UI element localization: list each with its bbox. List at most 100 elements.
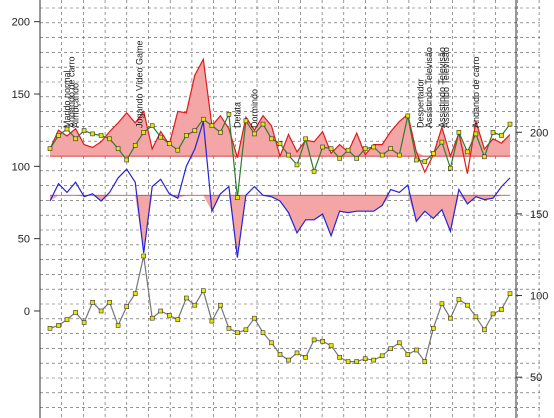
right-axis-ticks: 50 100 150 200	[516, 127, 548, 384]
series-point-gray	[294, 350, 300, 356]
left-axis-ticks: 0 50 100 150 200	[12, 17, 40, 318]
blue-area-fill	[50, 195, 510, 258]
series-point-green	[269, 136, 274, 142]
series-point-gray	[226, 325, 232, 331]
series-point-green	[260, 121, 266, 127]
left-tick-label: 150	[12, 89, 30, 101]
event-label: Andando de carro	[471, 56, 481, 128]
series-point-gray	[396, 340, 402, 346]
series-point-green	[47, 146, 53, 151]
series-point-green	[379, 152, 385, 158]
series-point-gray	[252, 315, 257, 321]
series-point-gray	[98, 308, 104, 314]
series-point-green	[235, 195, 240, 200]
series-point-green	[184, 133, 189, 138]
series-point-gray	[405, 352, 411, 357]
series-point-green	[422, 159, 428, 164]
series-point-gray	[81, 320, 87, 325]
series-point-green	[430, 151, 436, 156]
series-point-gray	[107, 299, 112, 305]
series-point-gray	[507, 291, 513, 296]
series-point-gray	[243, 327, 249, 333]
series-point-gray	[209, 318, 215, 324]
series-point-green	[499, 133, 504, 138]
series-point-gray	[320, 338, 325, 344]
series-point-gray	[260, 330, 266, 336]
series-point-green	[294, 162, 300, 168]
series-point-gray	[175, 317, 181, 322]
series-markers	[47, 112, 513, 364]
series-point-gray	[388, 346, 394, 351]
series-point-green	[413, 157, 419, 163]
right-tick-label: 100	[530, 291, 548, 303]
series-point-gray	[124, 304, 129, 309]
series-point-gray	[141, 253, 146, 259]
series-point-green	[243, 118, 249, 124]
series-point-gray	[192, 302, 198, 308]
series-point-green	[141, 130, 146, 135]
series-point-green	[252, 131, 257, 137]
series-point-green	[201, 116, 206, 122]
series-point-green	[158, 134, 163, 140]
series-point-gray	[115, 323, 121, 328]
event-label: Assistindo Televisão	[424, 47, 434, 128]
series-point-green	[362, 146, 368, 151]
series-point-green	[73, 136, 78, 142]
series-point-green	[311, 169, 317, 174]
right-tick-label: 200	[530, 127, 548, 139]
series-point-gray	[422, 359, 428, 364]
series-point-green	[303, 136, 308, 142]
left-tick-label: 200	[12, 17, 30, 29]
series-point-green	[192, 128, 198, 133]
series-point-gray	[354, 359, 360, 364]
red-area-fill	[50, 59, 510, 157]
series-point-gray	[201, 288, 206, 294]
series-point-gray	[430, 325, 436, 331]
series-point-gray	[362, 356, 368, 362]
series-point-gray	[269, 340, 274, 346]
series-point-green	[132, 143, 138, 148]
series-point-gray	[379, 353, 385, 359]
series-point-green	[405, 113, 411, 119]
series-point-gray	[473, 314, 479, 320]
series-point-green	[388, 146, 394, 151]
series-point-gray	[456, 297, 462, 302]
series-point-green	[277, 141, 283, 146]
series-point-green	[337, 156, 342, 161]
series-point-gray	[490, 311, 496, 317]
left-tick-label: 100	[12, 161, 30, 173]
series-point-green	[98, 133, 104, 138]
series-point-green	[439, 139, 445, 145]
series-point-green	[286, 152, 291, 158]
right-tick-label: 150	[530, 209, 548, 221]
event-label: Dormindo	[249, 89, 259, 128]
series-point-green	[218, 130, 223, 135]
series-point-green	[124, 157, 129, 163]
series-point-green	[81, 128, 87, 133]
series-point-gray	[448, 315, 453, 321]
series-point-green	[56, 133, 61, 138]
series-point-green	[64, 126, 70, 132]
series-point-gray	[218, 302, 223, 308]
event-label: Despertador	[416, 78, 426, 128]
series-point-green	[149, 123, 155, 128]
series-point-green	[448, 165, 453, 171]
series-point-gray	[499, 307, 504, 312]
series-point-gray	[413, 347, 419, 353]
series-point-green	[175, 147, 181, 153]
series-point-green	[345, 147, 351, 153]
series-point-gray	[235, 330, 240, 336]
series-point-green	[226, 112, 232, 117]
event-label: Assistindo Televisão	[437, 47, 447, 128]
series-point-green	[354, 156, 360, 161]
series-point-gray	[328, 343, 334, 349]
grid	[39, 0, 540, 418]
series-point-green	[371, 144, 377, 150]
event-label: Delata	[232, 102, 242, 128]
series-point-gray	[277, 352, 283, 357]
series-point-gray	[465, 302, 470, 308]
threshold-fills	[50, 59, 510, 258]
series-point-gray	[286, 357, 291, 363]
